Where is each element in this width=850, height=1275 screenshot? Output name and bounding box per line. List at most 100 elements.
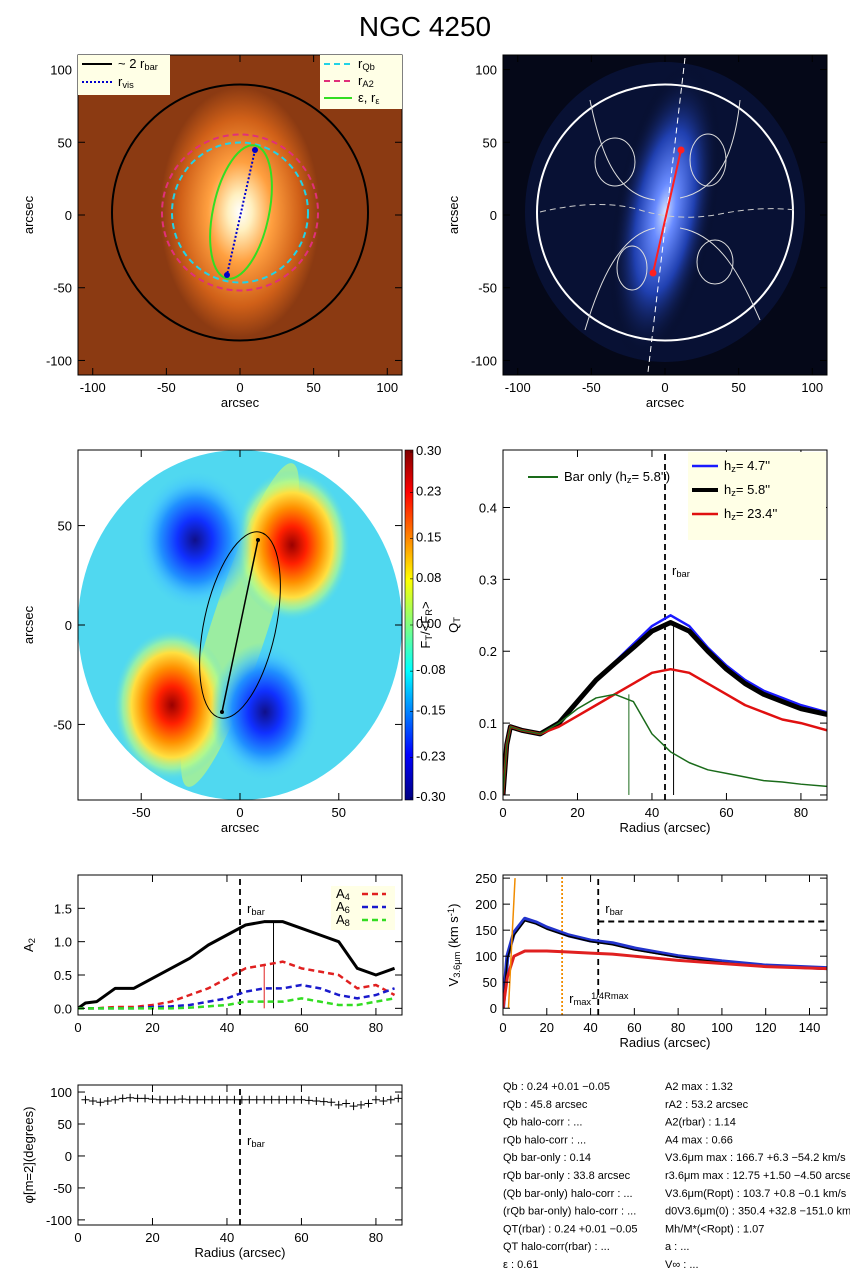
x-tick-label: 80 — [794, 805, 808, 820]
legend-label-part: A — [336, 899, 345, 914]
y-axis-label-part: A — [21, 943, 36, 952]
y-tick-label: 100 — [50, 63, 72, 78]
y-axis-label-part: arcsec — [446, 195, 461, 234]
contour — [696, 239, 734, 285]
legend-label: A4 — [336, 886, 350, 902]
parameter: V3.6μm(Ropt) : 103.7 +0.8 −0.1 km/s — [665, 1188, 847, 1200]
legend-label-part: z — [627, 475, 632, 485]
x-tick-label: 40 — [583, 1020, 597, 1035]
legend-label-part: h — [724, 482, 731, 497]
x-tick-label: 60 — [294, 1020, 308, 1035]
colorbar-label-part: F — [418, 641, 433, 649]
bar-circle — [111, 83, 369, 342]
parameter: QT(rbar) : 0.24 +0.01 −0.05 — [503, 1223, 638, 1235]
y-tick-label: 0 — [65, 618, 72, 633]
series-line — [503, 916, 827, 1009]
parameter: Qb bar-only : 0.14 — [503, 1152, 591, 1164]
x-tick-label: 100 — [801, 380, 823, 395]
legend-label-part: 8 — [345, 918, 350, 928]
parameter: V∞ : ... — [665, 1259, 699, 1271]
map-lobe — [114, 630, 230, 780]
panel: 0 20 40 60 80 100 120 140 0 50 100 150 200 250 Radius … — [446, 871, 828, 1050]
panel: -100 -50 0 50 100 -100 -50 0 50 100 arcsec arcsec — [446, 54, 828, 410]
point — [96, 1098, 105, 1107]
series-line — [78, 983, 395, 1010]
colorbar-tick-label: 0.00 — [416, 616, 441, 631]
legend-label-part: vis — [122, 80, 134, 90]
y-tick-label: 0 — [65, 208, 72, 223]
rvis-line — [226, 149, 256, 276]
bar-dot — [677, 146, 685, 154]
x-axis-label: Radius (arcsec) — [619, 820, 710, 835]
point — [394, 1094, 402, 1103]
minor-axis — [647, 57, 686, 373]
legend-label-part: = 4.7'' — [736, 458, 770, 473]
y-tick-label: -50 — [53, 1181, 72, 1196]
annotation: rbar — [247, 1133, 265, 1149]
galaxy-light — [160, 87, 320, 337]
y-tick-label: 0.0 — [54, 1001, 72, 1016]
y-axis-label-part: ) — [446, 904, 461, 908]
legend-label-part: r — [118, 74, 123, 89]
y-tick-label: 50 — [483, 975, 497, 990]
legend-label-part: Bar only (h — [564, 469, 627, 484]
parameter: A2(rbar) : 1.14 — [665, 1117, 736, 1129]
point — [88, 1096, 97, 1105]
parameter: rA2 : 53.2 arcsec — [665, 1099, 749, 1111]
point — [126, 1093, 135, 1102]
colorbar-tick-label: -0.23 — [416, 749, 446, 764]
plot-frame — [502, 449, 828, 801]
legend-label: hz= 4.7'' — [724, 458, 770, 474]
annotation-part: bar — [676, 569, 690, 579]
map-lobe — [234, 470, 350, 620]
series-line — [78, 920, 396, 1010]
parameter: Qb : 0.24 +0.01 −0.05 — [503, 1081, 610, 1093]
x-tick-label: 80 — [369, 1230, 383, 1245]
point — [222, 1095, 231, 1104]
point — [304, 1096, 313, 1105]
x-tick-label: 100 — [376, 380, 398, 395]
x-tick-label: -50 — [157, 380, 176, 395]
y-axis-label-part: (km s — [446, 916, 461, 952]
x-axis-label-part: Radius (arcsec) — [619, 1035, 710, 1050]
point — [178, 1095, 187, 1104]
parameter: Qb halo-corr : ... — [503, 1117, 582, 1129]
point — [252, 1095, 261, 1104]
legend-box — [320, 55, 402, 109]
y-tick-label: -50 — [53, 281, 72, 296]
point — [342, 1099, 351, 1108]
y-axis-label-part: T — [452, 617, 462, 623]
x-tick-label: 0 — [499, 805, 506, 820]
annotation-part: r — [605, 901, 610, 916]
plot-frame — [77, 1084, 403, 1226]
x-axis-label: arcsec — [221, 820, 260, 835]
y-tick-label: 50 — [58, 519, 72, 534]
parameter: A2 max : 1.32 — [665, 1081, 733, 1093]
legend-label: ~ 2 rbar — [118, 56, 158, 72]
y-axis-label-part: arcsec — [21, 605, 36, 644]
x-tick-label: 60 — [627, 1020, 641, 1035]
point — [371, 1095, 380, 1104]
point — [208, 1095, 217, 1104]
point — [193, 1095, 202, 1104]
rqb-circle — [171, 141, 309, 284]
y-axis-label: arcsec — [21, 195, 36, 234]
y-tick-label: -100 — [471, 353, 497, 368]
legend-label-part: h — [724, 506, 731, 521]
point — [364, 1099, 373, 1108]
legend-label-part: A — [336, 886, 345, 901]
colorbar-label: FT/<FR> — [418, 601, 434, 648]
ra2-circle — [161, 133, 319, 292]
x-tick-label: 60 — [294, 1230, 308, 1245]
legend-box — [78, 55, 170, 95]
point — [111, 1095, 120, 1104]
legend-label-part: = 5.8'' — [736, 482, 770, 497]
colorbar-tick-label: -0.15 — [416, 703, 446, 718]
x-tick-label: 50 — [731, 380, 745, 395]
x-axis-label-part: Radius (arcsec) — [619, 820, 710, 835]
annotation-part: r — [247, 1133, 252, 1148]
contours — [584, 99, 761, 331]
colorbar-tick-label: -0.30 — [416, 789, 446, 804]
